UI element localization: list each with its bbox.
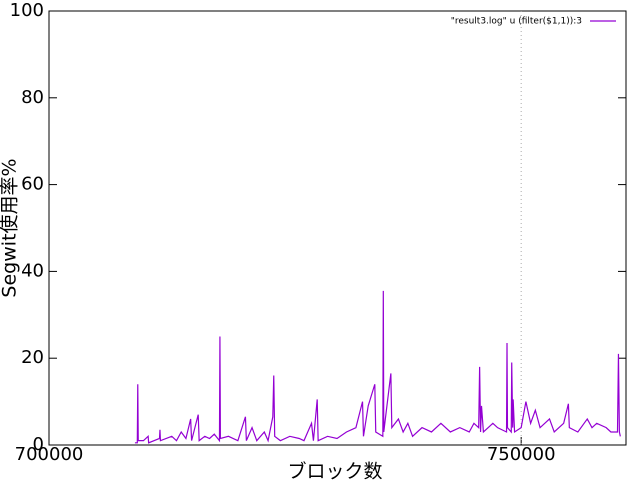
y-tick-label: 60	[21, 174, 44, 195]
y-tick-label: 100	[10, 0, 44, 21]
plot-border	[48, 10, 627, 446]
y-axis-title: Segwit使用率%	[0, 158, 21, 297]
y-tick-label: 0	[33, 434, 44, 455]
legend-label: "result3.log" u (filter($1,1)):3	[451, 17, 582, 27]
data-line	[134, 290, 621, 444]
y-tick-label: 40	[21, 260, 44, 281]
x-tick-label: 750000	[487, 444, 556, 465]
y-tick-label: 80	[21, 87, 44, 108]
x-tick-label: 700000	[15, 444, 84, 465]
x-axis-title: ブロック数	[287, 460, 382, 480]
y-tick-label: 20	[21, 347, 44, 368]
